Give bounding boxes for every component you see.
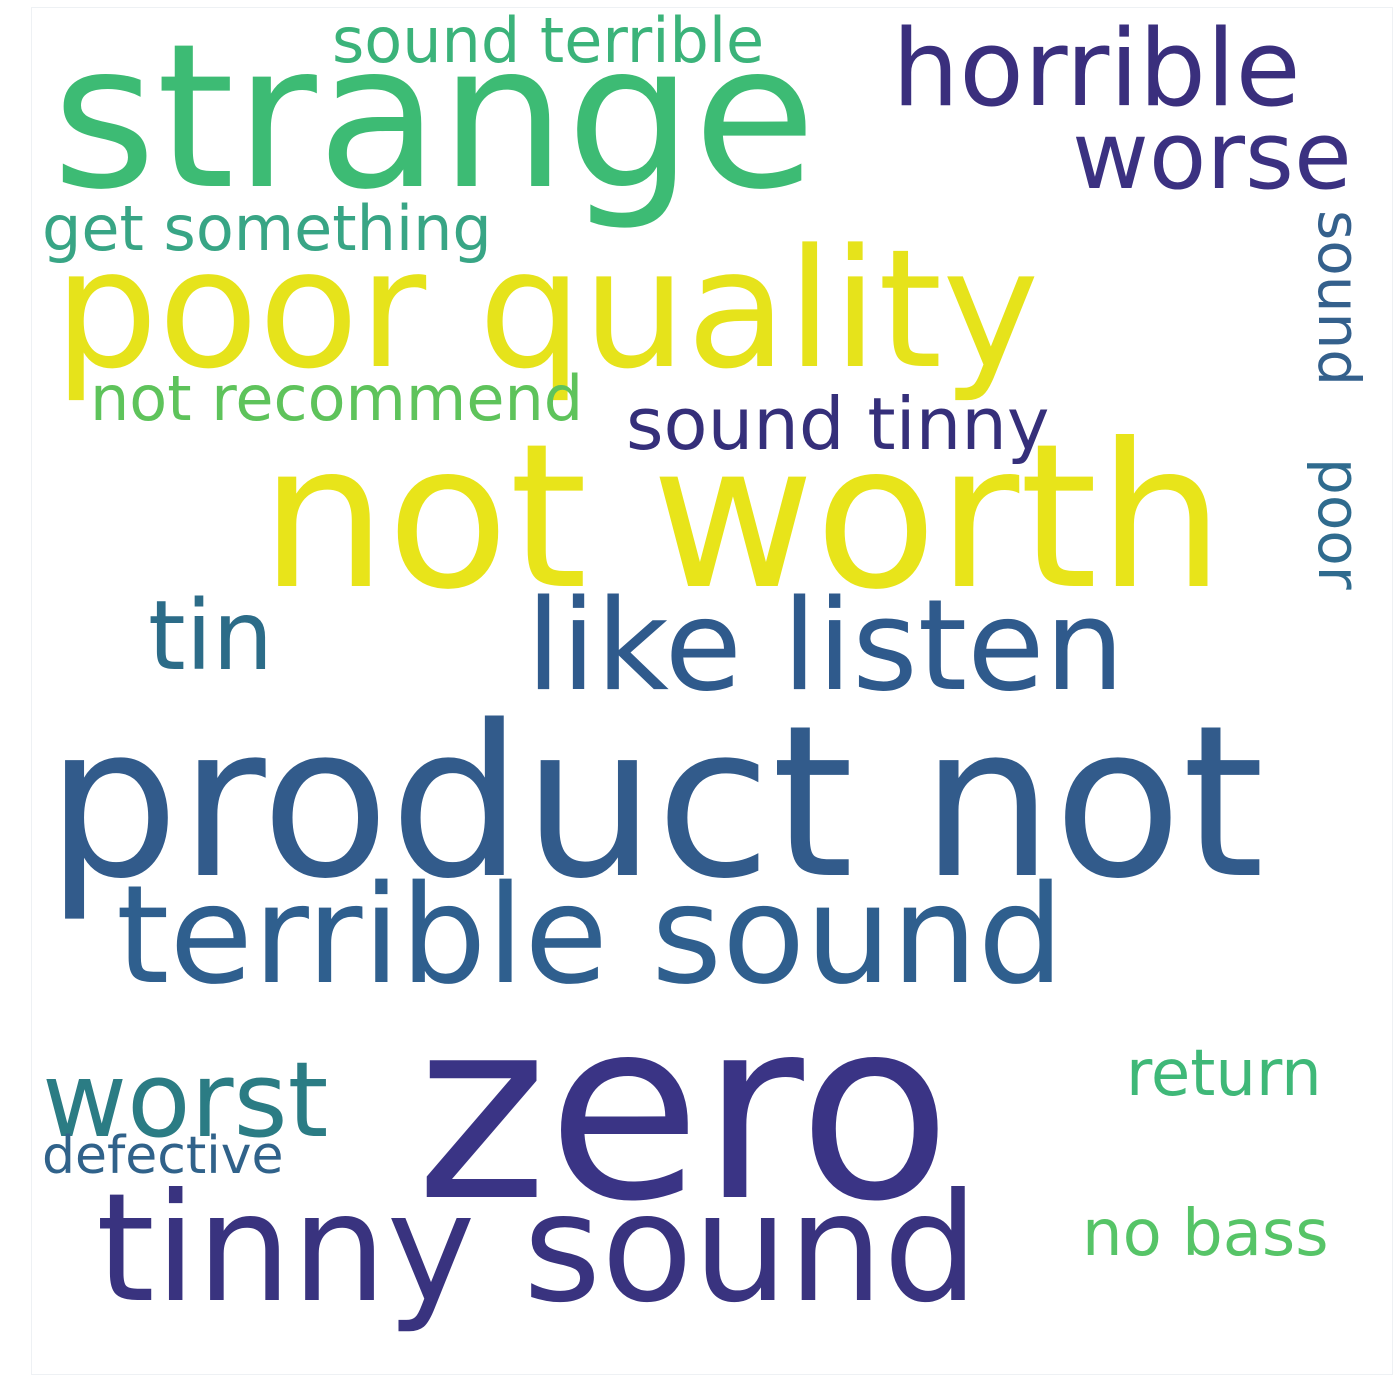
- word-tin: tin: [148, 580, 274, 692]
- word-tinny-sound: tinny sound: [96, 1162, 979, 1336]
- word-sound-vertical: sound: [1305, 210, 1373, 387]
- word-sound-terrible: sound terrible: [332, 8, 765, 77]
- word-not-recommend: not recommend: [90, 362, 584, 435]
- word-like-listen: like listen: [526, 572, 1125, 719]
- word-no-bass: no bass: [1082, 1197, 1329, 1271]
- word-worst: worst: [42, 1039, 329, 1161]
- word-strange: strange: [52, 8, 817, 234]
- word-poor-quality: poor quality: [54, 214, 1040, 405]
- word-cloud: strange sound terrible horrible worse ge…: [32, 8, 1392, 1374]
- word-zero: zero: [416, 965, 952, 1256]
- word-return: return: [1126, 1037, 1322, 1111]
- word-horrible: horrible: [892, 8, 1301, 130]
- word-product-not: product not: [46, 680, 1265, 925]
- word-sound-tinny: sound tinny: [626, 382, 1050, 466]
- word-get-something: get something: [42, 192, 492, 265]
- word-worse: worse: [1072, 102, 1352, 211]
- word-poor-vertical: poor: [1305, 458, 1373, 590]
- word-not-worth: not worth: [260, 401, 1225, 634]
- word-terrible-sound: terrible sound: [116, 857, 1065, 1015]
- word-defective: defective: [42, 1126, 284, 1186]
